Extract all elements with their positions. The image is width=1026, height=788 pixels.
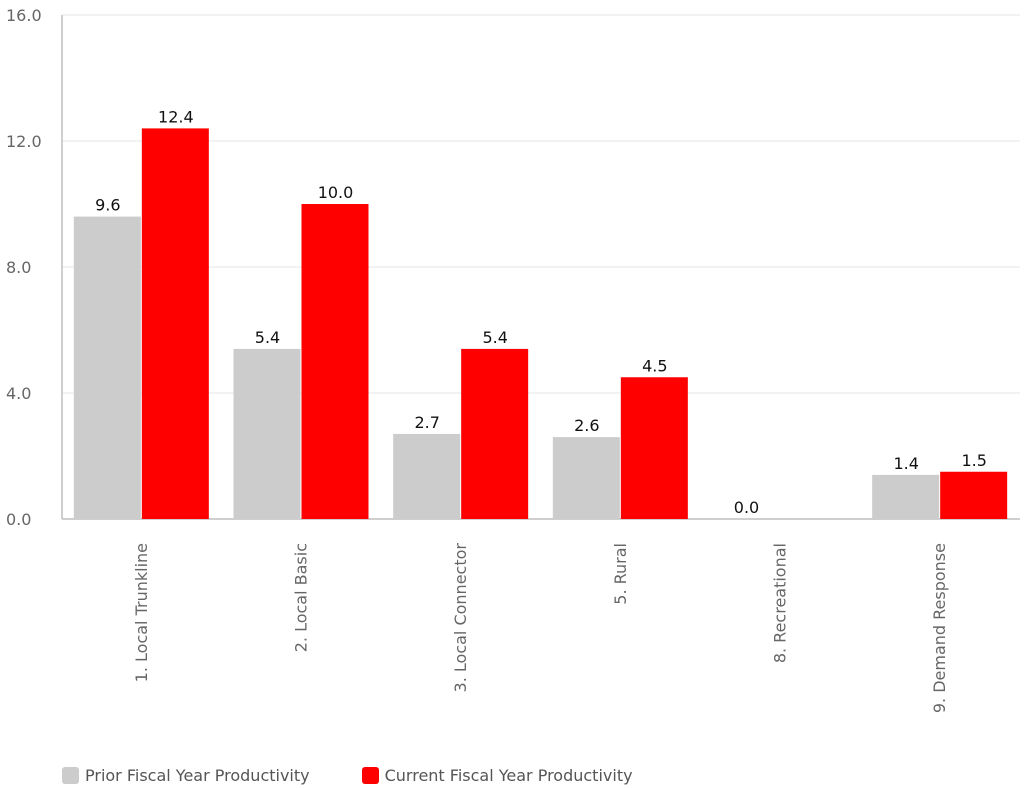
data-label: 5.4 [482,328,507,347]
y-tick-label: 4.0 [6,384,31,403]
y-tick-label: 0.0 [6,510,31,529]
bar[interactable] [552,437,620,519]
data-label: 9.6 [95,196,120,215]
legend-label-prior: Prior Fiscal Year Productivity [85,766,310,785]
legend-swatch-current [361,767,379,784]
x-tick-label: 9. Demand Response [930,543,949,713]
legend: Prior Fiscal Year Productivity Current F… [62,766,685,785]
bar[interactable] [141,128,209,519]
legend-item-prior[interactable]: Prior Fiscal Year Productivity [62,766,310,785]
bar[interactable] [393,433,461,519]
x-tick-label: 2. Local Basic [292,543,311,652]
legend-label-current: Current Fiscal Year Productivity [384,766,633,785]
legend-swatch-prior [62,767,79,784]
x-tick-label: 5. Rural [611,543,630,605]
bar[interactable] [73,216,141,519]
bar[interactable] [940,471,1008,519]
y-tick-label: 8.0 [6,258,31,277]
bar[interactable] [872,474,940,519]
data-label: 0.0 [734,498,759,517]
data-label: 10.0 [318,183,354,202]
bar[interactable] [461,348,529,519]
bar[interactable] [301,204,369,519]
data-label: 2.7 [414,413,439,432]
data-label: 2.6 [574,416,599,435]
bar[interactable] [233,348,301,519]
data-label: 12.4 [158,107,194,126]
y-tick-label: 12.0 [6,132,42,151]
data-label: 1.5 [961,451,986,470]
data-label: 1.4 [893,454,918,473]
x-tick-label: 8. Recreational [771,543,790,663]
bar[interactable] [620,377,688,519]
bar-chart: 0.0 4.0 8.0 12.0 16.0 9.6 12.4 1. Local Trunkli… [6,6,1020,713]
x-tick-label: 3. Local Connector [451,543,470,693]
data-label: 5.4 [255,328,280,347]
legend-item-current[interactable]: Current Fiscal Year Productivity [361,766,633,785]
y-tick-label: 16.0 [6,6,42,25]
x-tick-label: 1. Local Trunkline [132,543,151,682]
data-label: 4.5 [642,356,667,375]
